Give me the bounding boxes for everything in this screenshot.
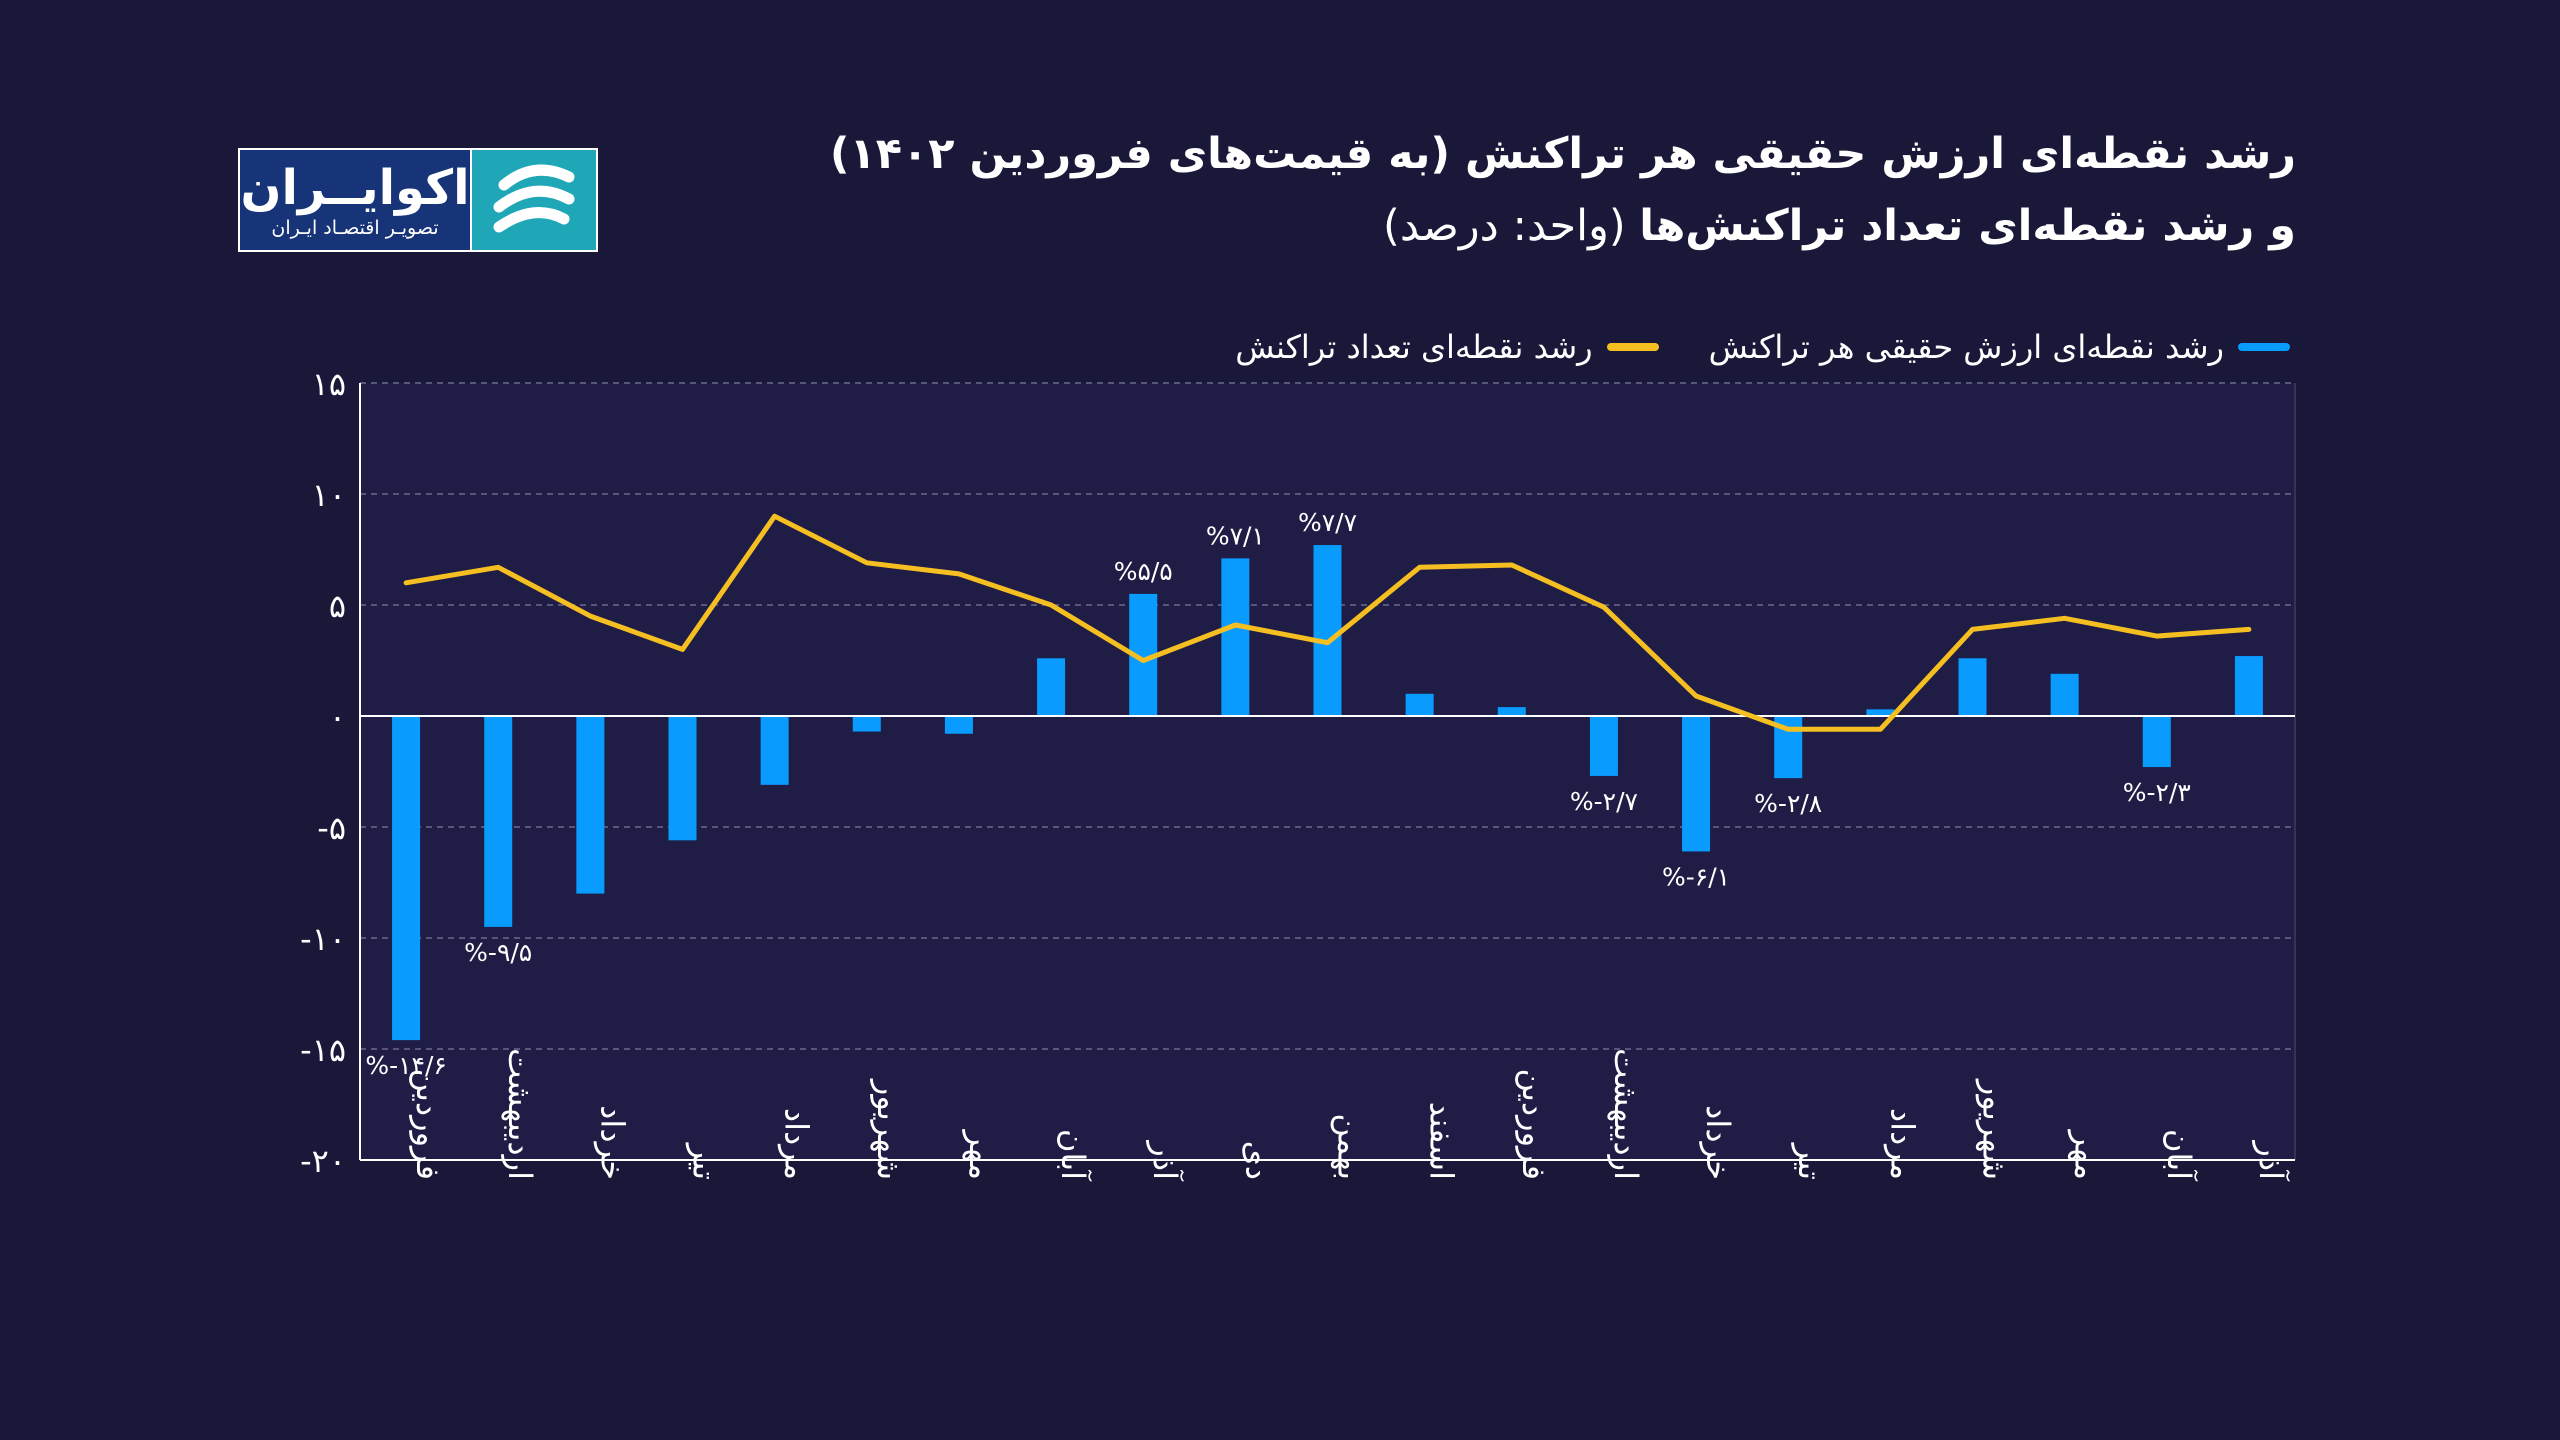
data-label: %-۲/۳ <box>2123 778 2191 807</box>
bar <box>1037 658 1066 716</box>
data-label: %۷/۷ <box>1298 508 1357 537</box>
x-tick-label: مهر <box>962 1128 1000 1180</box>
x-tick-label: فروردین <box>409 1069 447 1180</box>
x-tick-label: مرداد <box>1883 1108 1921 1180</box>
x-tick-label: فروردین <box>1515 1069 1553 1180</box>
bar <box>1221 558 1250 716</box>
data-label: %۵/۵ <box>1114 557 1173 586</box>
bar <box>392 716 421 1041</box>
legend-label-real-value: رشد نقطه‌ای ارزش حقیقی هر تراکنش <box>1708 328 2224 366</box>
bar <box>1313 545 1342 716</box>
y-tick-label: ۵ <box>329 587 346 625</box>
y-tick-label: -۵ <box>317 809 346 847</box>
x-tick-label: خرداد <box>1699 1105 1737 1180</box>
y-tick-label: ۱۵ <box>312 365 346 403</box>
x-tick-label: تیر <box>686 1142 724 1180</box>
data-label: %-۲/۷ <box>1570 787 1638 816</box>
legend-label-count: رشد نقطه‌ای تعداد تراکنش <box>1235 328 1593 366</box>
logo-subtitle: تصویـر اقتصـاد ایـران <box>271 217 439 239</box>
bar <box>2234 656 2263 716</box>
y-tick-label: -۱۵ <box>300 1031 346 1069</box>
bar <box>1405 693 1434 716</box>
legend-swatch-line <box>1606 343 1659 351</box>
bar <box>2142 716 2171 768</box>
bar <box>760 716 789 785</box>
bar <box>484 716 513 927</box>
y-tick-label: -۱۰ <box>300 920 346 958</box>
bar <box>1958 658 1987 716</box>
bar <box>576 716 605 894</box>
x-tick-label: آذر <box>1146 1139 1185 1182</box>
x-tick-label: بهمن <box>1331 1113 1369 1180</box>
bar <box>1589 716 1618 776</box>
legend-item-count: رشد نقطه‌ای تعداد تراکنش <box>1235 328 1659 366</box>
bar <box>2050 673 2079 716</box>
chart-subtitle: و رشد نقطه‌ای تعداد تراکنش‌ها (واحد: درص… <box>830 190 2296 262</box>
bar <box>1497 707 1526 716</box>
bar <box>1682 716 1711 852</box>
bar <box>1866 709 1895 716</box>
data-label: %-۶/۱ <box>1662 862 1730 891</box>
bar <box>852 716 881 732</box>
x-tick-label: شهریور <box>1976 1078 2014 1180</box>
x-tick-label: مرداد <box>778 1108 816 1180</box>
y-tick-label: ۰ <box>329 698 346 736</box>
series-line <box>403 513 2252 732</box>
ecoiran-logo: اکوایــران تصویـر اقتصـاد ایـران <box>238 148 598 252</box>
ecoiran-swirl-icon <box>472 150 596 250</box>
x-tick-label: خرداد <box>593 1105 631 1180</box>
chart-title-block: رشد نقطه‌ای ارزش حقیقی هر تراکنش (به قیم… <box>830 118 2296 262</box>
legend-swatch-bar <box>2238 343 2290 351</box>
chart-unit: (واحد: درصد) <box>1383 201 1626 251</box>
chart-subtitle-bold: و رشد نقطه‌ای تعداد تراکنش‌ها <box>1639 201 2296 251</box>
logo-text-block: اکوایــران تصویـر اقتصـاد ایـران <box>240 150 470 250</box>
x-tick-label: شهریور <box>870 1078 908 1180</box>
data-label: %-۱۴/۶ <box>365 1051 446 1080</box>
x-tick-label: اردیبهشت <box>1607 1048 1645 1180</box>
x-tick-label: آذر <box>2252 1139 2291 1182</box>
bar <box>944 716 973 734</box>
chart-title: رشد نقطه‌ای ارزش حقیقی هر تراکنش (به قیم… <box>829 129 2296 179</box>
data-label: %۷/۱ <box>1206 521 1265 550</box>
x-tick-label: دی <box>1238 1141 1276 1180</box>
x-tick-label: تیر <box>1791 1142 1829 1180</box>
x-tick-label: مهر <box>2068 1128 2106 1180</box>
plot-area <box>360 383 2295 1160</box>
chart-legend: رشد نقطه‌ای ارزش حقیقی هر تراکنش رشد نقط… <box>1235 328 2290 366</box>
data-label: %-۹/۵ <box>464 938 532 967</box>
legend-item-real-value: رشد نقطه‌ای ارزش حقیقی هر تراکنش <box>1709 328 2290 366</box>
data-label: %-۲/۸ <box>1754 789 1822 818</box>
x-tick-label: اسفند <box>1423 1102 1461 1180</box>
bar <box>668 716 697 841</box>
logo-name: اکوایــران <box>240 160 470 216</box>
x-tick-label: آبان <box>1054 1129 1093 1182</box>
x-tick-label: اردیبهشت <box>501 1048 539 1180</box>
x-tick-label: آبان <box>2160 1129 2199 1182</box>
y-tick-label: -۲۰ <box>300 1142 346 1180</box>
y-tick-label: ۱۰ <box>312 476 346 514</box>
